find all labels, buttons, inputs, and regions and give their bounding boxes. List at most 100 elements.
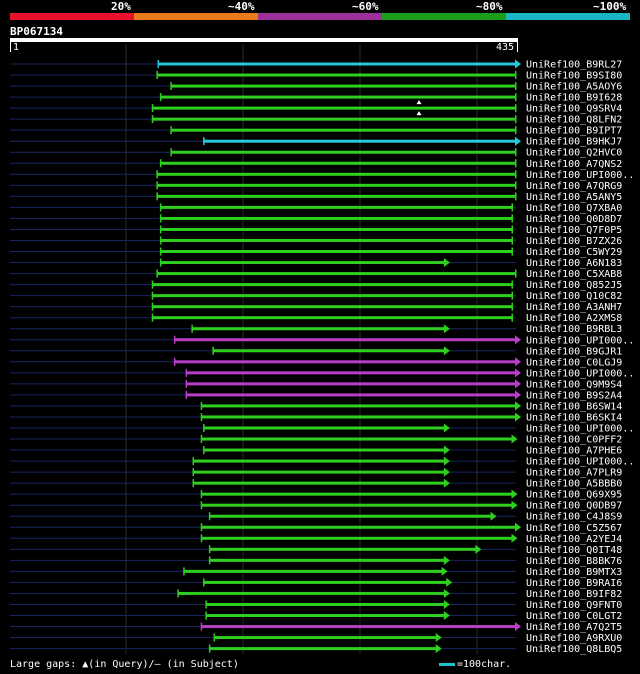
hit-row[interactable]: UniRef100_Q8LBQ5 [10, 644, 622, 655]
hit-bar[interactable] [209, 547, 477, 551]
hit-row[interactable]: UniRef100_Q0D8D7 [10, 214, 622, 225]
hit-bar[interactable] [160, 161, 516, 165]
hit-label[interactable]: UniRef100_UPI000.. [526, 457, 634, 468]
hit-bar[interactable] [186, 371, 516, 375]
hit-bar[interactable] [186, 382, 516, 386]
hit-label[interactable]: UniRef100_Q9FNT0 [526, 600, 622, 611]
hit-label[interactable]: UniRef100_Q852J5 [526, 280, 622, 291]
hit-row[interactable]: UniRef100_Q7F0P5 [10, 225, 622, 236]
hit-bar[interactable] [193, 470, 445, 474]
hit-label[interactable]: UniRef100_Q9SRV4 [526, 104, 622, 115]
hit-row[interactable]: UniRef100_Q10C82 [10, 291, 622, 302]
hit-label[interactable]: UniRef100_A7Q2T5 [526, 622, 622, 633]
hit-row[interactable]: UniRef100_Q69X95 [10, 489, 622, 501]
hit-row[interactable]: UniRef100_A7QNS2 [10, 159, 622, 170]
hit-row[interactable]: UniRef100_B7ZX26 [10, 236, 622, 247]
hit-bar[interactable] [160, 227, 513, 231]
hit-label[interactable]: UniRef100_C5Z567 [526, 523, 622, 534]
hit-label[interactable]: UniRef100_Q9M9S4 [526, 379, 622, 390]
hit-label[interactable]: UniRef100_B9SI80 [526, 71, 622, 82]
hit-label[interactable]: UniRef100_C0PFF2 [526, 435, 622, 446]
hit-bar[interactable] [152, 283, 513, 287]
hit-bar[interactable] [152, 117, 516, 121]
hit-bar[interactable] [170, 150, 516, 154]
hit-bar[interactable] [156, 73, 516, 77]
hit-bar[interactable] [186, 393, 516, 397]
hit-row[interactable]: UniRef100_A2XMS8 [10, 313, 622, 324]
hit-label[interactable]: UniRef100_B9HKJ7 [526, 137, 622, 148]
hit-label[interactable]: UniRef100_A9RXU0 [526, 633, 622, 644]
hit-bar[interactable] [152, 294, 513, 298]
hit-bar[interactable] [205, 602, 445, 606]
hit-label[interactable]: UniRef100_A5ANY5 [526, 192, 622, 203]
hit-label[interactable]: UniRef100_Q2HVC0 [526, 148, 622, 159]
hit-row[interactable]: UniRef100_B6SW14 [10, 401, 622, 412]
hit-row[interactable]: UniRef100_A5BBB0 [10, 478, 622, 490]
hit-label[interactable]: UniRef100_B9RBL3 [526, 324, 622, 335]
hit-row[interactable]: UniRef100_C5Z567 [10, 522, 622, 534]
hit-row[interactable]: UniRef100_Q2HVC0 [10, 148, 622, 159]
hit-row[interactable]: UniRef100_Q852J5 [10, 280, 622, 291]
hit-row[interactable]: UniRef100_A6N183 [10, 258, 622, 269]
hit-bar[interactable] [203, 139, 516, 143]
hit-row[interactable]: UniRef100_C0PFF2 [10, 434, 622, 446]
hit-row[interactable]: UniRef100_A3ANH7 [10, 302, 622, 313]
hit-label[interactable]: UniRef100_C0LGJ9 [526, 357, 622, 368]
hit-row[interactable]: UniRef100_A2YEJ4 [10, 533, 622, 545]
hit-row[interactable]: UniRef100_Q0DB97 [10, 500, 622, 512]
hit-bar[interactable] [160, 205, 513, 209]
hit-row[interactable]: UniRef100_Q7XBA0 [10, 203, 622, 214]
hit-label[interactable]: UniRef100_B9RAI6 [526, 578, 622, 589]
hit-label[interactable]: UniRef100_A7PLR9 [526, 468, 622, 479]
hit-label[interactable]: UniRef100_Q0D8D7 [526, 214, 622, 225]
hit-label[interactable]: UniRef100_B9IF82 [526, 589, 622, 600]
hit-bar[interactable] [183, 569, 443, 573]
hit-row[interactable]: UniRef100_Q0IT48 [10, 544, 622, 556]
hit-bar[interactable] [201, 492, 513, 496]
hit-row[interactable]: UniRef100_Q9FNT0 [10, 599, 622, 611]
hit-row[interactable]: UniRef100_B9S2A4 [10, 390, 622, 401]
hit-bar[interactable] [156, 194, 516, 198]
hit-row[interactable]: UniRef100_B9MTX3 [10, 566, 622, 578]
hit-label[interactable]: UniRef100_A6N183 [526, 258, 622, 269]
hit-row[interactable]: UniRef100_Q8LFN2 [10, 111, 622, 126]
hit-label[interactable]: UniRef100_Q8LBQ5 [526, 644, 622, 655]
hit-label[interactable]: UniRef100_A3ANH7 [526, 302, 622, 313]
hit-label[interactable]: UniRef100_A7QNS2 [526, 159, 622, 170]
hit-label[interactable]: UniRef100_B9GJR1 [526, 346, 622, 357]
hit-label[interactable]: UniRef100_C4J8S9 [526, 512, 622, 523]
hit-bar[interactable] [160, 216, 513, 220]
hit-bar[interactable] [156, 272, 516, 276]
hit-bar[interactable] [201, 415, 516, 419]
hit-bar[interactable] [170, 128, 516, 132]
hit-bar[interactable] [158, 62, 516, 66]
hit-bar[interactable] [170, 84, 516, 88]
hit-bar[interactable] [160, 95, 516, 99]
hit-bar[interactable] [152, 106, 516, 110]
hit-row[interactable]: UniRef100_UPI000.. [10, 335, 634, 346]
hit-bar[interactable] [160, 250, 513, 254]
hit-row[interactable]: UniRef100_B9IF82 [10, 588, 622, 600]
hit-row[interactable]: UniRef100_A7PLR9 [10, 467, 622, 479]
hit-bar[interactable] [201, 625, 516, 629]
hit-label[interactable]: UniRef100_B9S2A4 [526, 390, 622, 401]
hit-label[interactable]: UniRef100_Q69X95 [526, 490, 622, 501]
hit-label[interactable]: UniRef100_UPI000.. [526, 335, 634, 346]
hit-row[interactable]: UniRef100_C0LGT2 [10, 611, 622, 622]
hit-bar[interactable] [212, 349, 445, 353]
hit-bar[interactable] [203, 426, 445, 430]
hit-label[interactable]: UniRef100_Q8LFN2 [526, 115, 622, 126]
hit-row[interactable]: UniRef100_A9RXU0 [10, 633, 622, 644]
hit-bar[interactable] [209, 647, 437, 651]
hit-row[interactable]: UniRef100_A7Q2T5 [10, 622, 622, 633]
hit-label[interactable]: UniRef100_Q7XBA0 [526, 203, 622, 214]
hit-bar[interactable] [156, 183, 516, 187]
hit-bar[interactable] [201, 404, 516, 408]
hit-label[interactable]: UniRef100_A2XMS8 [526, 313, 622, 324]
hit-row[interactable]: UniRef100_B9RL27 [10, 59, 622, 71]
hit-row[interactable]: UniRef100_A7QRG9 [10, 181, 622, 192]
hit-row[interactable]: UniRef100_A7PHE6 [10, 445, 622, 457]
hit-row[interactable]: UniRef100_C4J8S9 [10, 512, 622, 523]
hit-row[interactable]: UniRef100_UPI000.. [10, 170, 634, 181]
hit-row[interactable]: UniRef100_B6SKI4 [10, 412, 622, 423]
